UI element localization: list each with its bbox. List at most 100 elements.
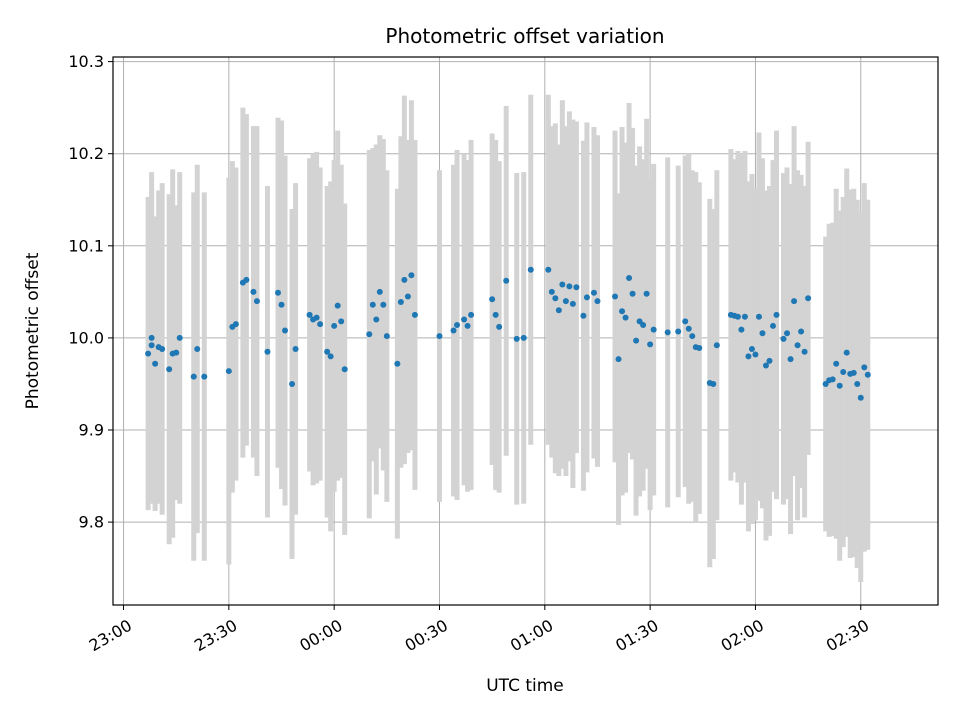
data-point [559,281,566,288]
data-point [710,380,717,387]
data-point [738,326,745,333]
data-point [376,288,383,295]
data-point [166,366,173,373]
data-point [468,311,475,318]
data-point [380,301,387,308]
data-point [590,289,597,296]
data-point [864,371,871,378]
data-point [324,348,331,355]
data-point [450,327,457,334]
data-point [805,295,812,302]
y-tick-label: 10.0 [68,328,104,347]
data-point [741,313,748,320]
data-point [794,342,801,349]
data-point [745,353,752,360]
data-point [566,283,573,290]
y-tick-label: 10.2 [68,144,104,163]
data-point [454,322,461,329]
data-point [313,314,320,321]
data-point [152,360,159,367]
data-point [780,335,787,342]
data-point [713,342,720,349]
data-point [562,298,569,305]
data-point [752,351,759,358]
data-point [520,334,527,341]
data-point [833,360,840,367]
data-point [619,308,626,315]
y-axis-title: Photometric offset [23,252,43,409]
data-point [622,314,629,321]
data-point [685,325,692,332]
data-point [626,275,633,282]
data-point [734,313,741,320]
data-point [583,294,590,301]
data-point [341,366,348,373]
data-point [338,318,345,325]
data-point [857,394,864,401]
data-point [784,330,791,337]
data-point [798,328,805,335]
data-point [759,330,766,337]
data-point [527,266,534,273]
data-point [264,348,271,355]
data-point [489,296,496,303]
data-point [791,298,798,305]
y-tick-label: 10.1 [68,236,104,255]
data-point [243,276,250,283]
data-point [173,349,180,356]
data-point [317,321,324,328]
data-point [327,353,334,360]
data-point [762,362,769,369]
data-point [513,335,520,342]
data-point [232,321,239,328]
data-point [612,293,619,300]
data-point [748,345,755,352]
data-point [773,311,780,318]
data-point [190,373,197,380]
data-point [580,312,587,319]
data-point [569,300,576,307]
x-axis-title: UTC time [486,676,564,696]
data-point [548,288,555,295]
data-point [366,331,373,338]
data-point [275,289,281,296]
data-point [289,380,296,387]
data-point [766,357,773,364]
data-point [843,349,850,356]
data-point [394,360,401,367]
data-point [148,342,155,349]
data-point [689,333,696,340]
data-point [696,345,703,352]
data-point [675,328,682,335]
data-point [492,311,499,318]
data-point [369,301,376,308]
data-point [633,337,640,344]
data-point [840,368,847,375]
data-point [292,345,299,352]
plot-frame [112,56,939,606]
point-layer [145,266,871,401]
data-point [552,295,559,302]
data-point [464,322,471,329]
data-point [225,368,232,375]
data-point [401,276,408,283]
y-tick-label: 10.3 [68,52,104,71]
data-point [545,266,552,273]
data-point [201,373,208,380]
data-point [787,356,794,363]
data-point [397,298,404,305]
data-point [331,322,338,329]
data-point [829,376,836,383]
data-point [573,284,580,291]
data-point [253,298,260,305]
data-point [461,316,468,323]
data-point [640,322,647,329]
data-point [373,316,380,323]
data-point [555,307,562,314]
data-point [503,277,510,284]
y-axis-ticks: 9.8 9.9 10.0 10.1 10.2 10.3 [68,52,113,532]
data-point [664,329,671,336]
